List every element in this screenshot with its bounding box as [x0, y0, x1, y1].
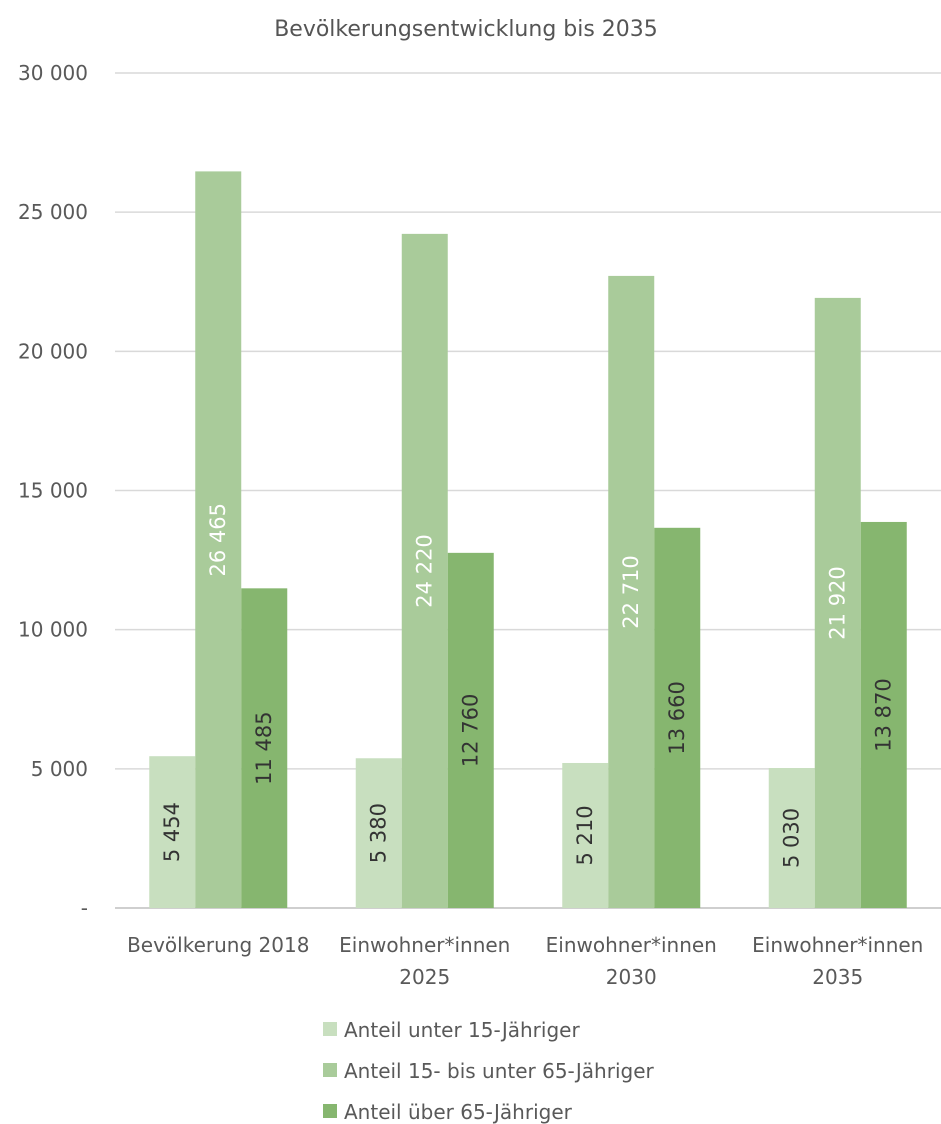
y-axis: - 5 000 10 000 15 000 20 000 25 000 30 000 [18, 61, 88, 920]
bar [768, 767, 815, 908]
x-tick-label: 2025 [399, 965, 450, 989]
data-label: 13 660 [665, 681, 689, 754]
bar [860, 521, 907, 908]
y-tick-label: - [81, 896, 88, 920]
data-label: 13 870 [872, 678, 896, 751]
data-label: 11 485 [252, 711, 276, 784]
legend-item: Anteil 15- bis unter 65-Jähriger [323, 1059, 654, 1083]
data-label: 5 454 [160, 802, 184, 862]
x-tick-label: Bevölkerung 2018 [127, 933, 309, 957]
data-label: 5 380 [367, 803, 391, 863]
x-tick-label: Einwohner*innen [752, 933, 923, 957]
bar [814, 297, 861, 909]
bar [562, 762, 609, 908]
data-label: 24 220 [413, 534, 437, 607]
legend-label: Anteil 15- bis unter 65-Jähriger [344, 1059, 654, 1083]
y-tick-label: 30 000 [18, 61, 88, 85]
bar [149, 756, 196, 908]
data-label: 12 760 [459, 694, 483, 767]
legend-swatch [323, 1063, 337, 1077]
bar [241, 588, 288, 908]
data-label: 5 210 [573, 805, 597, 865]
y-tick-label: 20 000 [18, 339, 88, 363]
legend-swatch [323, 1022, 337, 1036]
bar [355, 758, 402, 908]
y-tick-label: 15 000 [18, 479, 88, 503]
chart-title: Bevölkerungsentwicklung bis 2035 [274, 17, 658, 42]
x-tick-label: Einwohner*innen [546, 933, 717, 957]
data-labels: 5 454 5 380 5 210 5 030 26 465 24 220 22 710 21… [160, 503, 896, 868]
bar [195, 171, 242, 908]
legend-item: Anteil unter 15-Jähriger [323, 1018, 580, 1042]
x-axis: Bevölkerung 2018 Einwohner*innen 2025 Einwo… [127, 933, 923, 989]
y-tick-label: 10 000 [18, 618, 88, 642]
bar [401, 233, 448, 909]
y-tick-label: 5 000 [31, 757, 88, 781]
data-label: 21 920 [826, 566, 850, 639]
data-label: 26 465 [206, 503, 230, 576]
legend-label: Anteil unter 15-Jähriger [344, 1018, 580, 1042]
bars [149, 171, 907, 909]
data-label: 5 030 [780, 808, 804, 868]
legend-swatch [323, 1104, 337, 1118]
x-tick-label: 2030 [606, 965, 657, 989]
legend-label: Anteil über 65-Jähriger [344, 1100, 573, 1124]
data-label: 22 710 [619, 555, 643, 628]
bar [447, 552, 494, 908]
x-tick-label: Einwohner*innen [339, 933, 510, 957]
legend: Anteil unter 15-Jähriger Anteil 15- bis u… [323, 1018, 654, 1124]
legend-item: Anteil über 65-Jähriger [323, 1100, 573, 1124]
y-tick-label: 25 000 [18, 200, 88, 224]
x-tick-label: 2035 [812, 965, 863, 989]
bar [608, 275, 655, 908]
bar [654, 527, 701, 908]
